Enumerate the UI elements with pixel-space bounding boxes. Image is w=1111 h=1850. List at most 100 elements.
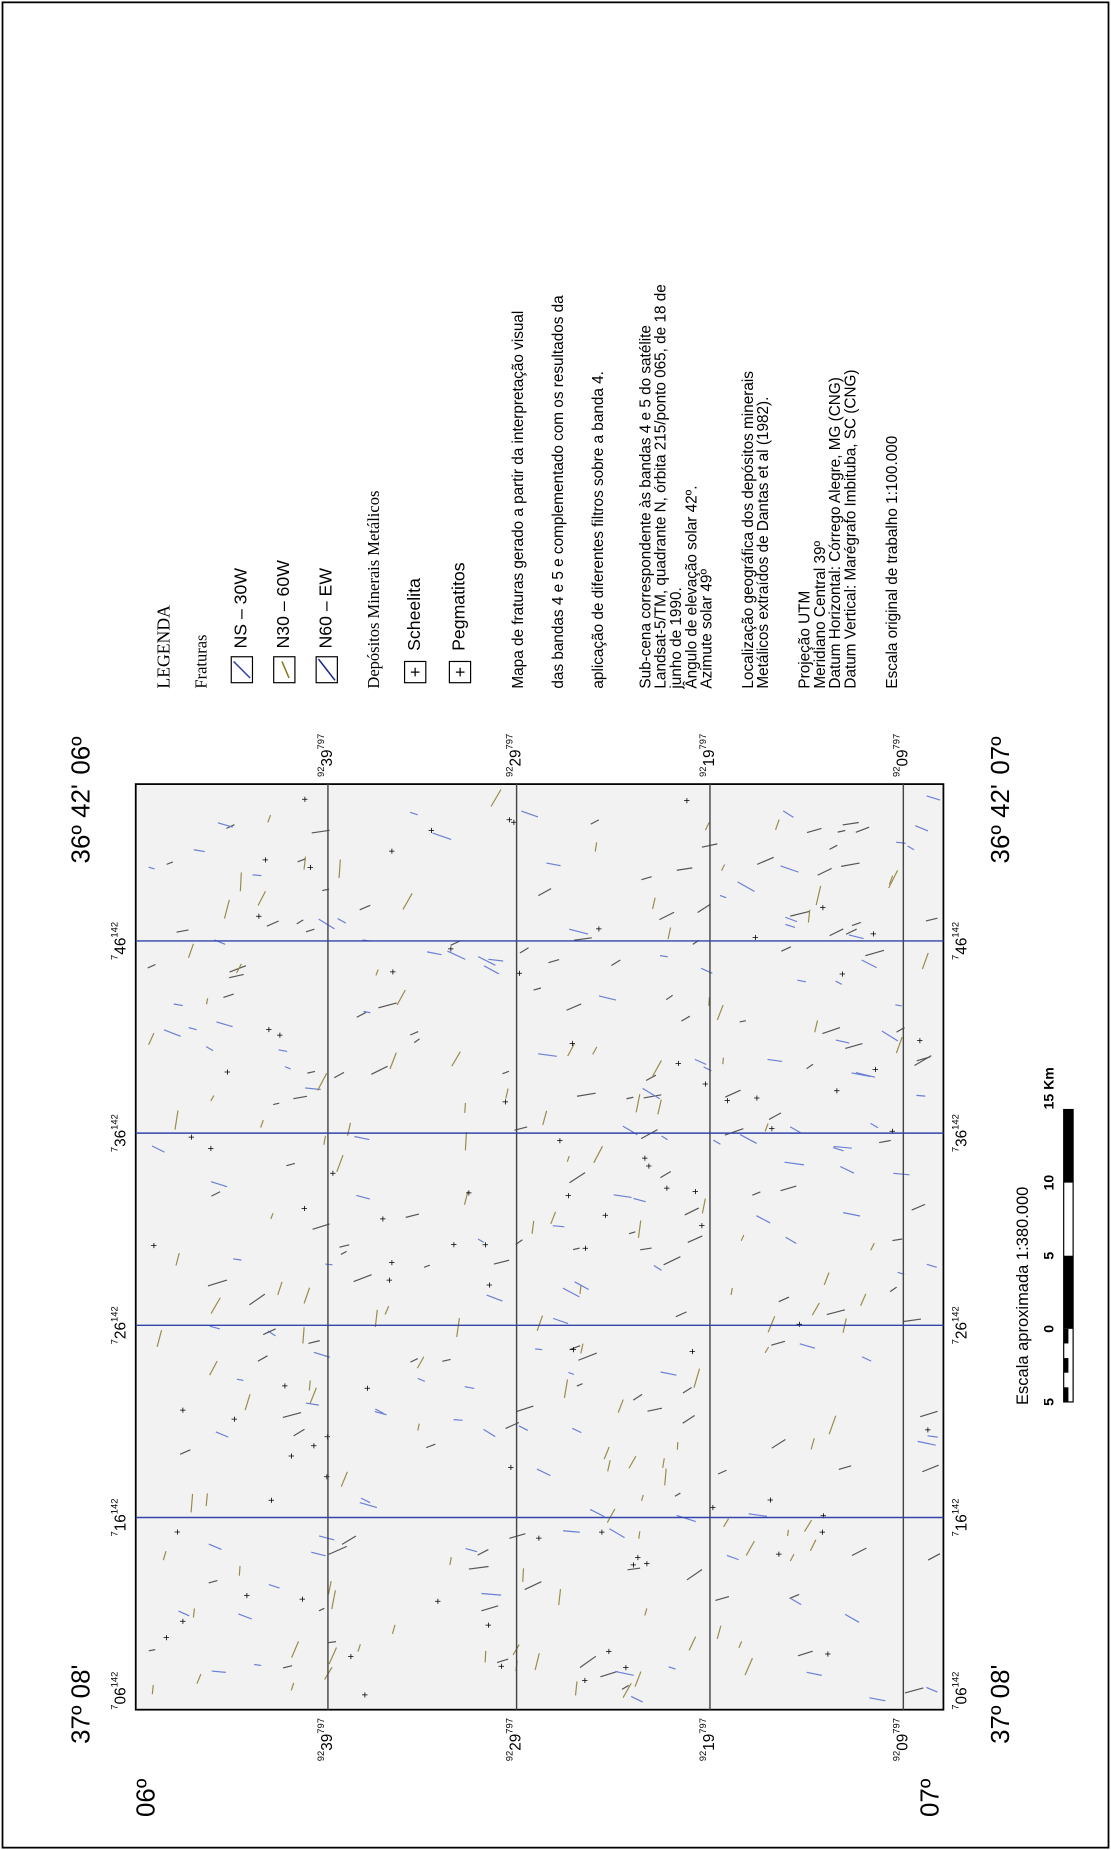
fracture — [402, 893, 413, 910]
corner-longitude: 36º 42' — [68, 784, 96, 863]
deposit-marker: + — [823, 1651, 835, 1657]
fracture — [405, 1213, 420, 1218]
fracture — [896, 841, 906, 844]
fracture — [481, 1605, 499, 1612]
fracture — [576, 1092, 596, 1097]
fracture — [190, 1493, 194, 1513]
fracture — [546, 862, 561, 867]
fracture — [870, 1242, 875, 1251]
scale-segment — [1063, 1255, 1074, 1329]
fracture — [239, 872, 242, 892]
fracture — [668, 1666, 676, 1670]
fracture — [634, 1671, 642, 1687]
fracture — [922, 1464, 939, 1473]
fracture — [175, 1252, 180, 1266]
fracture — [417, 1377, 426, 1382]
fracture — [927, 1435, 938, 1438]
legend-note: Datum Vertical: Marégrafo Imbituba, SC (… — [842, 369, 859, 688]
fracture — [797, 979, 807, 983]
deposit-marker: + — [178, 1407, 190, 1413]
label-suffix: 797 — [698, 1718, 709, 1734]
fracture — [282, 1665, 293, 1669]
deposit-marker: + — [750, 934, 762, 940]
fracture — [780, 865, 799, 873]
label-main: 09 — [894, 749, 911, 766]
label-suffix: 142 — [109, 1114, 120, 1130]
fracture — [785, 1236, 797, 1244]
fracture — [579, 1655, 597, 1668]
deposit-marker: + — [309, 1443, 321, 1449]
legend-note: Metálicos extraídos de Dantas et al (198… — [755, 397, 772, 689]
fracture — [187, 943, 194, 959]
easting-label: 736142 — [109, 1114, 129, 1152]
fracture — [567, 1043, 575, 1057]
fracture — [756, 1215, 771, 1224]
label-main: 39 — [319, 1734, 336, 1751]
fracture — [211, 1191, 221, 1197]
fracture — [308, 1380, 311, 1391]
fracture — [483, 1428, 496, 1438]
fracture — [782, 810, 794, 818]
deposit-marker: + — [554, 1137, 566, 1143]
label-main: 16 — [113, 1514, 130, 1531]
deposit-marker: + — [480, 1242, 492, 1248]
fracture — [323, 1135, 327, 1145]
label-main: 19 — [701, 749, 718, 766]
deposit-marker: + — [280, 1383, 292, 1389]
fracture — [790, 1598, 802, 1606]
fracture — [273, 1102, 280, 1106]
fracture — [493, 1259, 510, 1265]
fracture — [845, 928, 857, 935]
fracture — [738, 1641, 743, 1649]
deposit-marker: + — [327, 1170, 339, 1176]
fracture — [252, 874, 262, 877]
fracture — [851, 921, 862, 927]
deposit-marker: + — [604, 1648, 616, 1654]
deposit-marker: + — [567, 1040, 579, 1046]
fracture — [357, 1644, 361, 1652]
fracture — [726, 1554, 739, 1561]
legend-note: Meridiano Central 39º — [812, 540, 829, 688]
easting-label: 726142 — [950, 1306, 970, 1344]
fracture — [151, 1684, 154, 1695]
fracture — [307, 1070, 316, 1074]
fracture — [784, 1161, 805, 1166]
deposit-marker: + — [266, 1497, 278, 1503]
deposit-marker: + — [384, 1277, 396, 1283]
fracture — [667, 927, 672, 940]
fracture — [267, 814, 272, 823]
legend-note: das bandas 4 e 5 e complementado com os … — [550, 295, 567, 689]
deposit-marker: + — [387, 1260, 399, 1266]
fracture — [771, 1340, 786, 1346]
fracture — [916, 1094, 926, 1097]
fracture — [327, 1580, 332, 1595]
northing-label: 9239797 — [316, 734, 336, 777]
fracture — [363, 1010, 371, 1014]
fracture — [645, 1074, 657, 1081]
fracture — [464, 1386, 475, 1390]
corner-latitude: 07º — [916, 1778, 944, 1817]
fracture — [296, 919, 304, 925]
fracture — [828, 1415, 837, 1435]
fracture — [780, 1185, 797, 1192]
fracture — [396, 989, 406, 1006]
fracture — [205, 1493, 208, 1507]
fracture — [297, 858, 306, 863]
fracture — [196, 1673, 202, 1684]
fracture — [843, 1212, 861, 1217]
label-prefix: 7 — [950, 1531, 961, 1536]
fracture — [318, 1535, 335, 1541]
fracture — [413, 1038, 420, 1044]
deposit-marker: + — [500, 1099, 512, 1105]
deposit-marker: + — [448, 1241, 460, 1247]
fracture — [789, 1593, 800, 1600]
fracture — [238, 1565, 241, 1576]
deposit-marker: + — [263, 1026, 275, 1032]
deposit-marker: + — [362, 1385, 374, 1391]
fracture — [378, 1002, 397, 1009]
fracture — [293, 1095, 308, 1100]
fracture — [374, 1309, 378, 1328]
fracture — [838, 1465, 852, 1471]
fracture — [806, 1063, 814, 1070]
fracture — [210, 1095, 215, 1102]
